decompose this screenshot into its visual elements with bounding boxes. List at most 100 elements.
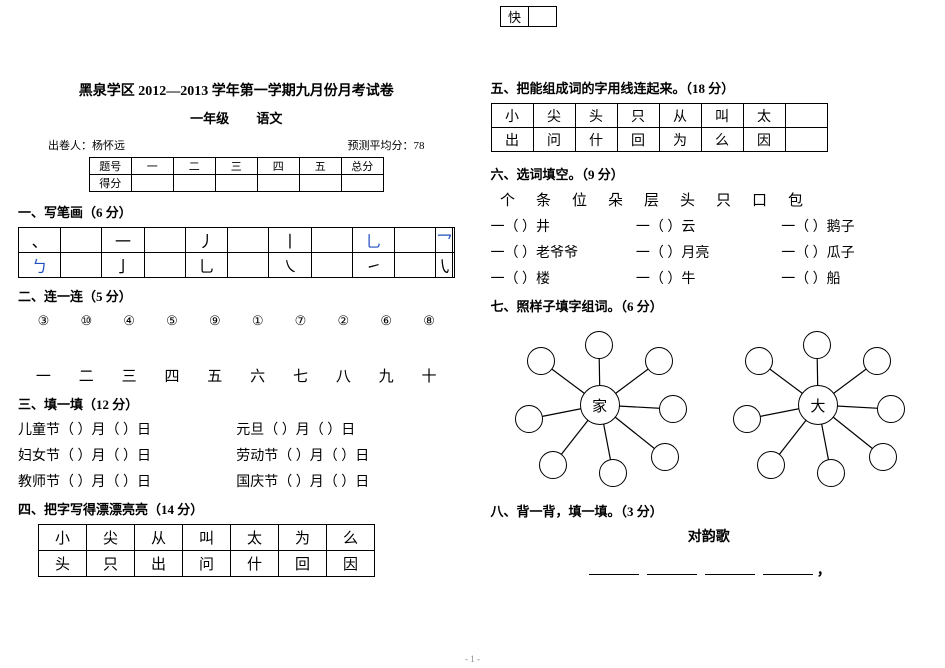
char-cell: 头	[39, 551, 87, 577]
spider-node	[645, 347, 673, 375]
q3-title: 三、填一填（12 分）	[18, 394, 455, 413]
char-cell: 叫	[701, 104, 743, 128]
stroke-cell	[228, 253, 269, 278]
word-option: 朵	[599, 189, 635, 210]
q8-title: 八、背一背，填一填。（3 分）	[491, 501, 928, 520]
word-option: 位	[563, 189, 599, 210]
q4-title: 四、把字写得漂漂亮亮（14 分）	[18, 499, 455, 518]
table-row: ㄅ亅乚㇏㇀㇂	[19, 253, 455, 278]
circled-num: ④	[123, 313, 135, 329]
spider-right: 大	[723, 325, 913, 485]
circled-num: ⑩	[80, 313, 92, 329]
q5-title: 五、把能组成词的字用线连起来。（18 分）	[491, 78, 928, 97]
blank-item: 一（ ）牛	[636, 268, 781, 288]
stroke-cell: 乚	[185, 253, 227, 278]
blank-item: 一（ ）鹅子	[781, 216, 926, 236]
fill-half: 儿童节（ ）月（ ）日	[18, 419, 236, 439]
fill-half: 妇女节（ ）月（ ）日	[18, 445, 236, 465]
char-cell: 问	[533, 128, 575, 152]
stroke-cell	[453, 253, 454, 278]
char-cell: 问	[183, 551, 231, 577]
chinese-num: 三	[122, 365, 137, 386]
blank-item: 一（ ）云	[636, 216, 781, 236]
table-row: 出问什回为么因	[491, 128, 827, 152]
circled-row: ③⑩④⑤⑨①⑦②⑥⑧	[22, 313, 451, 329]
spider-node	[803, 331, 831, 359]
char-cell: 什	[231, 551, 279, 577]
page-number: - 1 -	[465, 654, 480, 664]
spider-node	[745, 347, 773, 375]
circled-num: ⑤	[166, 313, 178, 329]
spider-node	[733, 405, 761, 433]
stroke-cell	[61, 228, 102, 253]
right-column: 五、把能组成词的字用线连起来。（18 分） 小尖头只从叫太 出问什回为么因 六、…	[473, 0, 945, 668]
char-cell: 头	[575, 104, 617, 128]
char-cell: 小	[39, 525, 87, 551]
left-column: 黑泉学区 2012—2013 学年第一学期九月份月考试卷 一年级 语文 出卷人：…	[0, 0, 473, 668]
spider-node	[869, 443, 897, 471]
q6-words: 个条位朵层头只口包	[491, 189, 928, 210]
blank-item: 一（ ）月亮	[636, 242, 781, 262]
q6-title: 六、选词填空。（9 分）	[491, 164, 928, 183]
char-cell: 因	[743, 128, 785, 152]
word-option: 只	[707, 189, 743, 210]
word-option: 个	[491, 189, 527, 210]
predict: 78	[414, 140, 425, 152]
table-row: 、一丿丨乚乛	[19, 228, 455, 253]
table-row: 小尖头只从叫太	[491, 104, 827, 128]
word-option: 层	[635, 189, 671, 210]
char-cell: 回	[279, 551, 327, 577]
spider-node	[515, 405, 543, 433]
blank-item: 一（ ）井	[491, 216, 636, 236]
chinese-num: 七	[293, 365, 308, 386]
char-cell	[785, 128, 827, 152]
author: 杨怀远	[92, 140, 125, 152]
spider-node	[527, 347, 555, 375]
stroke-cell	[228, 228, 269, 253]
char-cell: 从	[659, 104, 701, 128]
blank-item: 一（ ）楼	[491, 268, 636, 288]
char-cell: 么	[701, 128, 743, 152]
q7-diagrams: 家 大	[491, 325, 928, 485]
spider-node	[877, 395, 905, 423]
circled-num: ⑦	[295, 313, 307, 329]
subject: 语文	[256, 108, 282, 127]
char-cell: 从	[135, 525, 183, 551]
q4-table: 小尖从叫太为么 头只出问什回因	[38, 524, 375, 577]
stroke-table: 、一丿丨乚乛 ㄅ亅乚㇏㇀㇂	[18, 227, 455, 278]
fill-half: 教师节（ ）月（ ）日	[18, 471, 236, 491]
word-option: 头	[671, 189, 707, 210]
char-cell: 出	[135, 551, 183, 577]
q2-title: 二、连一连（5 分）	[18, 286, 455, 305]
q7-title: 七、照样子填字组词。（6 分）	[491, 296, 928, 315]
spider-node	[863, 347, 891, 375]
circled-num: ⑥	[380, 313, 392, 329]
char-cell: 为	[659, 128, 701, 152]
spider-node	[817, 459, 845, 487]
blank-item: 一（ ）老爷爷	[491, 242, 636, 262]
stroke-cell: 、	[19, 228, 61, 253]
blank-item: 一（ ）瓜子	[781, 242, 926, 262]
blank-line: 一（ ）井一（ ）云一（ ）鹅子	[491, 216, 928, 236]
stroke-cell: 一	[102, 228, 144, 253]
circled-num: ③	[38, 313, 50, 329]
grade: 一年级	[190, 108, 229, 127]
circled-num: ①	[252, 313, 264, 329]
word-option: 包	[779, 189, 815, 210]
chinese-num: 九	[379, 365, 394, 386]
char-cell: 小	[491, 104, 533, 128]
word-option: 口	[743, 189, 779, 210]
spider-node	[539, 451, 567, 479]
stroke-cell	[144, 228, 185, 253]
char-cell: 只	[617, 104, 659, 128]
spider-center: 大	[798, 385, 838, 425]
chinese-num: 二	[79, 365, 94, 386]
word-option: 条	[527, 189, 563, 210]
char-cell: 叫	[183, 525, 231, 551]
q8-dashes: ，	[491, 560, 928, 580]
spider-center: 家	[580, 385, 620, 425]
chinese-num: 一	[36, 365, 51, 386]
stroke-cell: ㇂	[436, 253, 453, 278]
predict-label: 预测平均分：	[348, 140, 414, 152]
stroke-cell: 丿	[185, 228, 227, 253]
